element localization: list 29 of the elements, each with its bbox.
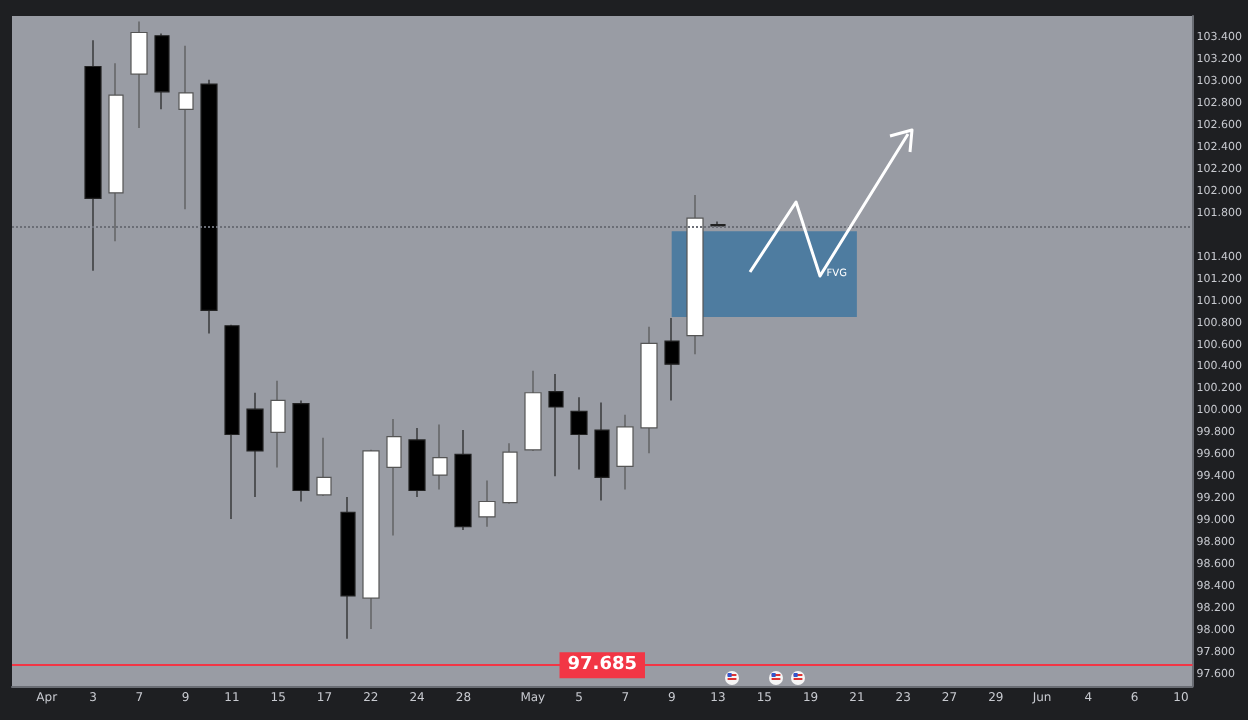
candlestick — [362, 449, 380, 630]
candlestick — [246, 392, 264, 498]
candlestick — [84, 39, 102, 272]
candlestick — [524, 370, 542, 452]
candlestick — [200, 79, 218, 335]
candlestick — [478, 480, 496, 528]
candlestick — [686, 194, 704, 355]
candlestick — [154, 32, 170, 110]
candlestick — [408, 427, 426, 498]
candlestick — [502, 442, 518, 505]
candlestick — [316, 437, 332, 497]
candlestick — [594, 402, 610, 501]
candlestick — [270, 380, 286, 469]
candlestick — [108, 62, 124, 242]
candlestick — [292, 399, 310, 503]
candlestick — [178, 45, 194, 210]
candlestick — [640, 326, 658, 454]
candlestick — [130, 20, 148, 129]
candlestick — [386, 418, 402, 537]
candlestick — [340, 496, 356, 640]
candlestick — [664, 317, 680, 402]
candlestick — [570, 396, 588, 471]
candlestick — [616, 414, 634, 490]
candlestick — [548, 373, 564, 477]
candlestick — [432, 423, 448, 490]
candlestick — [224, 324, 240, 520]
ref-line-label: 97.685 — [567, 655, 637, 676]
candlestick — [710, 220, 726, 228]
candlestick — [454, 429, 472, 531]
